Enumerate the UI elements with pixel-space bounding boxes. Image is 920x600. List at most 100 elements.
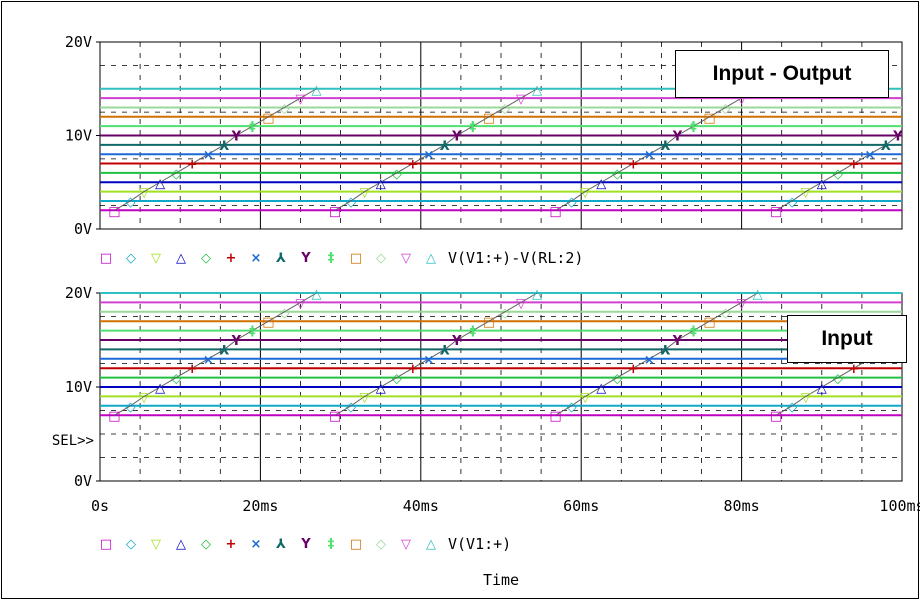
trace-marker: + <box>187 362 198 377</box>
trace-marker: ◇ <box>787 400 797 415</box>
trace-marker: ◇ <box>392 167 402 182</box>
ramp-segment <box>334 292 538 416</box>
x-tick-label: 80ms <box>724 497 760 515</box>
trace-marker: ▽ <box>360 390 370 405</box>
trace-marker: ▽ <box>580 390 590 405</box>
trace-marker: ◇ <box>171 167 181 182</box>
trace-marker: ◇ <box>612 372 622 387</box>
trace-marker: ‡ <box>690 325 697 340</box>
trace-marker: + <box>628 158 639 173</box>
trace-marker: ⅄ <box>440 343 450 358</box>
trace-marker: ◇ <box>125 195 135 210</box>
trace-marker: ▽ <box>516 92 526 107</box>
trace-marker: ‡ <box>249 325 256 340</box>
ramp-segment <box>555 292 758 416</box>
trace-marker: Y <box>451 130 462 145</box>
trace-marker: ◇ <box>500 306 510 321</box>
legend-marker: × <box>251 251 262 266</box>
trace-marker: △ <box>596 381 606 396</box>
trace-marker: △ <box>155 381 165 396</box>
trace-marker: △ <box>532 287 542 302</box>
trace-marker: △ <box>312 287 322 302</box>
legend-marker: ◇ <box>376 251 386 266</box>
x-tick-label: 100ms <box>879 497 920 515</box>
trace-marker: ◇ <box>612 167 622 182</box>
trace-marker: ▽ <box>139 390 149 405</box>
input-output-callout: Input - Output <box>675 50 889 98</box>
trace-marker: + <box>187 158 198 173</box>
legend-marker: ▽ <box>151 251 161 266</box>
legend-marker: ◇ <box>201 251 211 266</box>
trace-marker: ◇ <box>833 372 843 387</box>
trace-marker: △ <box>817 381 827 396</box>
legend-marker: □ <box>350 537 362 552</box>
trace-marker: □ <box>329 409 341 424</box>
legend-marker: ◇ <box>126 537 136 552</box>
trace-marker: + <box>407 362 418 377</box>
ramp-segment <box>114 292 317 416</box>
trace-marker: ◇ <box>567 400 577 415</box>
ramp-segment <box>775 135 899 211</box>
trace-marker: □ <box>770 409 782 424</box>
trace-marker: □ <box>483 315 495 330</box>
input-callout: Input <box>787 315 907 363</box>
trace-marker: □ <box>262 315 274 330</box>
trace-marker: □ <box>108 204 120 219</box>
legend-marker: ▽ <box>401 537 411 552</box>
trace-marker: △ <box>532 83 542 98</box>
y-tick-label: 0V <box>74 472 92 490</box>
trace-marker: ◇ <box>392 372 402 387</box>
trace-marker: ⅄ <box>660 139 670 154</box>
trace-marker: + <box>848 362 859 377</box>
trace-marker: × <box>423 148 434 163</box>
trace-marker: ◇ <box>171 372 181 387</box>
trace-marker: □ <box>703 111 715 126</box>
trace-marker: ▽ <box>580 186 590 201</box>
trace-marker: □ <box>549 204 561 219</box>
ramp-segment <box>334 88 538 211</box>
trace-marker: ▽ <box>801 186 811 201</box>
trace-marker: ▽ <box>360 186 370 201</box>
trace-marker: □ <box>703 315 715 330</box>
trace-marker: ◇ <box>721 306 731 321</box>
legend-marker: □ <box>100 251 112 266</box>
y-tick-label: 0V <box>74 220 92 238</box>
trace-marker: + <box>628 362 639 377</box>
trace-marker: ▽ <box>296 296 306 311</box>
trace-marker: ⅄ <box>660 343 670 358</box>
trace-marker: ▽ <box>737 296 747 311</box>
legend-marker: ▽ <box>151 537 161 552</box>
trace-marker: ⅄ <box>219 343 229 358</box>
trace-marker: ◇ <box>346 195 356 210</box>
legend-marker: △ <box>426 251 436 266</box>
legend-marker: ▽ <box>401 251 411 266</box>
trace-marker: ◇ <box>500 101 510 116</box>
legend-marker: △ <box>426 537 436 552</box>
legend-marker: ⅄ <box>276 251 286 266</box>
trace-marker: ‡ <box>470 325 477 340</box>
trace-marker: ◇ <box>346 400 356 415</box>
legend-marker: ◇ <box>126 251 136 266</box>
trace-marker: ▽ <box>139 186 149 201</box>
legend-marker: ◇ <box>201 537 211 552</box>
trace-marker: ▽ <box>737 92 747 107</box>
trace-marker: △ <box>376 176 386 191</box>
trace-marker: ▽ <box>296 92 306 107</box>
trace-marker: □ <box>108 409 120 424</box>
trace-marker: × <box>203 353 214 368</box>
trace-marker: Y <box>672 130 683 145</box>
trace-marker: Y <box>451 334 462 349</box>
trace-marker: × <box>203 148 214 163</box>
trace-marker: ◇ <box>279 306 289 321</box>
trace-marker: ◇ <box>279 101 289 116</box>
x-tick-label: 60ms <box>563 497 599 515</box>
trace-marker: ◇ <box>125 400 135 415</box>
legend-marker: ‡ <box>328 251 335 266</box>
x-tick-label: 0s <box>91 497 109 515</box>
trace-marker: ◇ <box>787 195 797 210</box>
trace-marker: △ <box>596 176 606 191</box>
trace-marker: × <box>644 148 655 163</box>
trace-marker: ‡ <box>690 120 697 135</box>
